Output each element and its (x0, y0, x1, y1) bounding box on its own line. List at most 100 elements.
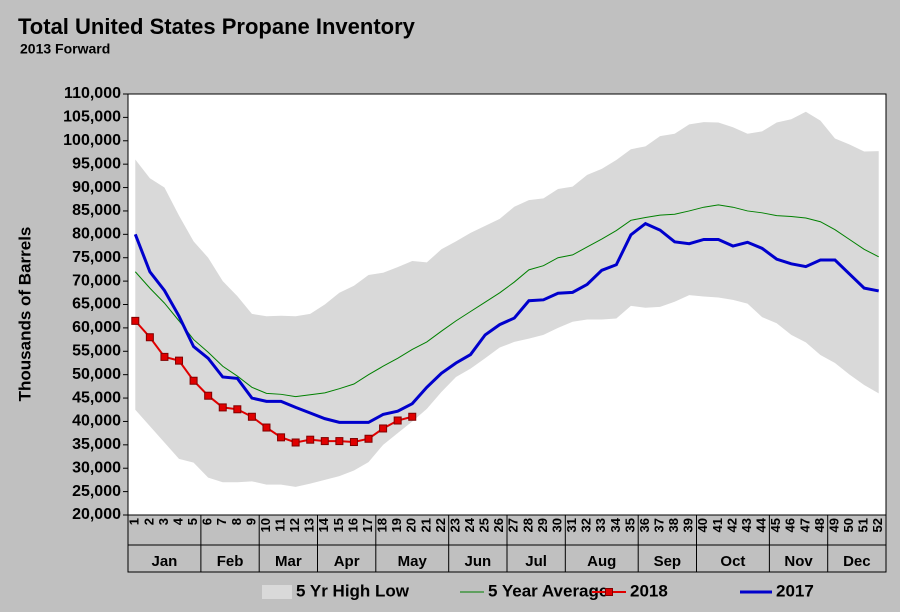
x-tick-label: 23 (447, 518, 462, 532)
x-tick-label: 2 (141, 518, 156, 525)
series-marker (247, 412, 256, 421)
series-marker (364, 434, 373, 443)
legend-label: 5 Yr High Low (296, 581, 410, 600)
month-label: Nov (784, 553, 813, 570)
series-marker (262, 423, 271, 432)
series-line (134, 204, 879, 398)
x-tick-label: 51 (856, 518, 871, 532)
x-tick-label: 6 (200, 518, 215, 525)
x-tick-label: 52 (870, 518, 885, 532)
series-marker (218, 403, 227, 412)
x-tick-label: 10 (258, 518, 273, 532)
series-marker (291, 438, 300, 447)
x-tick-label: 13 (302, 518, 317, 532)
y-tick-label: 80,000 (72, 226, 121, 243)
x-tick-label: 3 (156, 518, 171, 525)
series-marker (160, 352, 169, 361)
x-tick-label: 11 (272, 518, 287, 532)
series-marker (349, 438, 358, 447)
series-marker (320, 437, 329, 446)
x-tick-label: 8 (229, 518, 244, 525)
x-tick-label: 12 (287, 518, 302, 532)
month-label: Feb (217, 553, 244, 570)
x-tick-label: 16 (345, 518, 360, 532)
y-tick-label: 70,000 (72, 272, 121, 289)
x-tick-label: 41 (710, 518, 725, 532)
x-tick-label: 1 (127, 518, 142, 525)
month-label: Jan (152, 553, 178, 570)
x-tick-label: 18 (375, 518, 390, 532)
x-tick-label: 21 (418, 518, 433, 532)
x-tick-label: 20 (404, 518, 419, 532)
month-label: Jul (525, 553, 547, 570)
month-label: Oct (720, 553, 745, 570)
x-tick-label: 33 (593, 518, 608, 532)
series-marker (145, 333, 154, 342)
series-marker (306, 435, 315, 444)
series-marker (335, 437, 344, 446)
series-marker (233, 405, 242, 414)
x-tick-label: 39 (681, 518, 696, 532)
x-tick-label: 24 (462, 517, 477, 532)
x-tick-label: 37 (651, 518, 666, 532)
legend-label: 2017 (776, 581, 814, 600)
legend-label: 5 Year Average (488, 581, 608, 600)
x-tick-label: 14 (316, 517, 331, 532)
x-tick-label: 36 (637, 518, 652, 532)
x-tick-label: 35 (622, 518, 637, 532)
y-tick-label: 110,000 (64, 85, 121, 102)
month-label: Aug (587, 553, 616, 570)
x-tick-label: 47 (797, 518, 812, 532)
y-axis-label: Thousands of Barrels (15, 227, 34, 402)
legend-swatch (262, 585, 292, 599)
x-tick-label: 48 (812, 518, 827, 532)
x-tick-label: 29 (535, 518, 550, 532)
series-marker (175, 356, 184, 365)
x-tick-label: 28 (520, 518, 535, 532)
month-label: May (398, 553, 428, 570)
x-tick-label: 46 (783, 518, 798, 532)
chart-subtitle: 2013 Forward (20, 41, 110, 57)
y-tick-label: 35,000 (72, 436, 121, 453)
series-marker (277, 433, 286, 442)
x-tick-label: 9 (243, 518, 258, 525)
series-line (133, 221, 879, 424)
series-marker (393, 416, 402, 425)
month-label: Sep (654, 553, 682, 570)
y-tick-label: 20,000 (72, 506, 121, 523)
x-tick-label: 27 (506, 518, 521, 532)
y-tick-label: 100,000 (63, 132, 121, 149)
x-tick-label: 4 (170, 517, 185, 525)
x-tick-label: 49 (826, 518, 841, 532)
series-marker (131, 316, 140, 325)
y-tick-label: 40,000 (72, 413, 121, 430)
y-tick-label: 60,000 (72, 319, 121, 336)
legend-label: 2018 (630, 581, 668, 600)
y-tick-label: 105,000 (63, 109, 121, 126)
month-label: Apr (334, 553, 360, 570)
x-tick-label: 22 (433, 518, 448, 532)
y-tick-label: 90,000 (72, 179, 121, 196)
x-tick-label: 50 (841, 518, 856, 532)
x-tick-label: 42 (724, 518, 739, 532)
y-tick-label: 55,000 (72, 342, 121, 359)
month-label: Mar (275, 553, 302, 570)
y-tick-label: 95,000 (72, 155, 121, 172)
x-tick-label: 40 (695, 518, 710, 532)
x-tick-label: 45 (768, 518, 783, 532)
x-tick-label: 38 (666, 518, 681, 532)
x-tick-label: 15 (331, 518, 346, 532)
x-tick-label: 19 (389, 518, 404, 532)
x-tick-label: 25 (477, 518, 492, 532)
y-tick-label: 25,000 (72, 483, 121, 500)
x-tick-label: 7 (214, 518, 229, 525)
x-tick-label: 31 (564, 518, 579, 532)
x-tick-label: 34 (608, 517, 623, 532)
series-marker (379, 424, 388, 433)
y-tick-label: 50,000 (72, 366, 121, 383)
series-marker (204, 391, 213, 400)
x-tick-label: 26 (491, 518, 506, 532)
x-tick-label: 44 (754, 517, 769, 532)
chart-title: Total United States Propane Inventory (18, 14, 416, 39)
